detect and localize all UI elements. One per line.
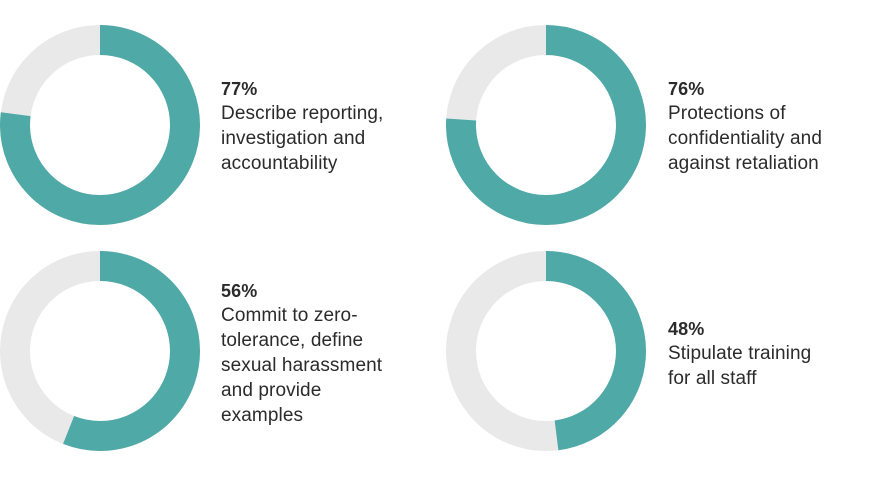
donut-2-value-arc (446, 25, 646, 225)
donut-4-desc-line-1: Stipulate training (668, 343, 812, 364)
donut-2-percent: 76% (668, 79, 705, 99)
donut-3-desc-line-5: examples (221, 405, 304, 426)
donut-4-label: 48% Stipulate training for all staff (668, 317, 876, 391)
donut-1-percent: 77% (221, 79, 258, 99)
donut-panel-3: 56% Commit to zero- tolerance, define se… (0, 226, 438, 470)
donut-svg-3 (0, 251, 200, 451)
donut-3-percent: 56% (221, 281, 258, 301)
donut-panel-2: 76% Protections of confidentiality and a… (446, 0, 876, 244)
donut-3-label: 56% Commit to zero- tolerance, define se… (221, 279, 431, 428)
donut-3-desc-line-1: Commit to zero- (221, 305, 358, 326)
donut-3-desc-line-2: tolerance, define (221, 330, 364, 351)
donut-4-value-arc (446, 251, 646, 451)
donut-1-desc-line-2: investigation and (221, 128, 366, 149)
donut-chart-1 (0, 0, 200, 225)
donut-3-desc-line-3: sexual harassment (221, 355, 383, 376)
donut-panel-1: 77% Describe reporting, investigation an… (0, 0, 438, 244)
donut-1-desc-line-3: accountability (221, 153, 338, 174)
donut-chart-4 (446, 226, 646, 451)
donut-1-value-arc (0, 25, 200, 225)
donut-chart-3 (0, 226, 200, 451)
donut-4-percent: 48% (668, 319, 705, 339)
donut-svg-2 (446, 25, 646, 225)
donut-4-desc-line-2: for all staff (668, 368, 757, 389)
donut-svg-1 (0, 25, 200, 225)
donut-panel-4: 48% Stipulate training for all staff (446, 226, 876, 470)
donut-1-label: 77% Describe reporting, investigation an… (221, 77, 431, 176)
donut-3-desc-line-4: and provide (221, 380, 322, 401)
donut-2-desc-line-2: confidentiality and (668, 128, 823, 149)
donut-2-label: 76% Protections of confidentiality and a… (668, 77, 876, 176)
donut-2-desc-line-1: Protections of (668, 103, 786, 124)
donut-svg-4 (446, 251, 646, 451)
donut-3-value-arc (0, 251, 200, 451)
donut-1-desc-line-1: Describe reporting, (221, 103, 384, 124)
donut-2-desc-line-3: against retaliation (668, 153, 819, 174)
donut-chart-2 (446, 0, 646, 225)
